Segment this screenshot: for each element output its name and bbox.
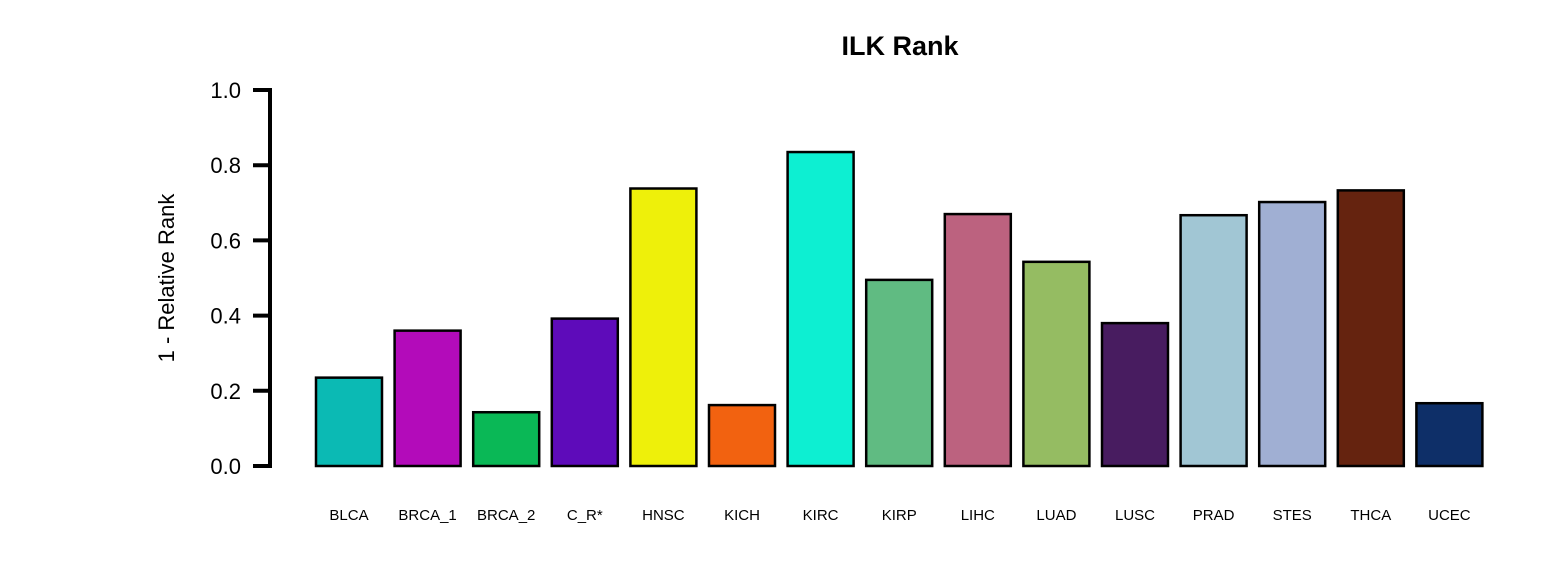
x-tick-label: C_R*	[567, 507, 603, 524]
bar-c-r-	[550, 317, 620, 468]
y-tick-label: 0.6	[210, 228, 241, 253]
x-tick-label: BRCA_1	[398, 507, 456, 524]
y-tick-label: 0.2	[210, 379, 241, 404]
x-tick-label: PRAD	[1193, 507, 1235, 524]
y-tick-label: 0.0	[210, 454, 241, 479]
bar-stes	[1257, 200, 1327, 468]
x-tick-label: KIRP	[882, 507, 917, 524]
bar-brca-1	[393, 329, 462, 468]
bar-thca	[1336, 189, 1406, 468]
y-axis-label: 1 - Relative Rank	[154, 193, 179, 363]
bar-hnsc	[629, 187, 698, 468]
bar-prad	[1179, 213, 1248, 468]
y-tick-label: 0.4	[210, 304, 241, 329]
bar-kirp	[864, 278, 934, 468]
y-tick-label: 1.0	[210, 78, 241, 103]
x-tick-label: LUSC	[1115, 507, 1155, 524]
bar-lusc	[1100, 321, 1170, 468]
bars	[314, 150, 1484, 468]
x-tick-label: LUAD	[1036, 507, 1076, 524]
y-tick-label: 0.8	[210, 153, 241, 178]
x-tick-label: KIRC	[803, 507, 839, 524]
x-tick-label: THCA	[1350, 507, 1391, 524]
bar-lihc	[943, 212, 1013, 468]
bar-luad	[1022, 260, 1091, 468]
bar-kich	[707, 403, 777, 468]
x-tick-labels: BLCA BRCA_1 BRCA_2 C_R* HNSC KICH KIRC KIRP LIHC…	[329, 507, 1470, 524]
x-tick-label: BRCA_2	[477, 507, 535, 524]
x-tick-label: UCEC	[1428, 507, 1471, 524]
x-tick-label: HNSC	[642, 507, 685, 524]
chart-title: ILK Rank	[841, 31, 959, 61]
bar-blca	[314, 376, 384, 468]
x-tick-label: KICH	[724, 507, 760, 524]
bar-kirc	[786, 150, 855, 468]
bar-ucec	[1415, 401, 1484, 468]
x-tick-label: BLCA	[329, 507, 368, 524]
x-tick-label: STES	[1273, 507, 1312, 524]
y-axis: 0.0 0.2 0.4 0.6 0.8 1.0	[210, 78, 272, 479]
x-tick-label: LIHC	[961, 507, 995, 524]
bar-brca-2	[471, 410, 541, 468]
